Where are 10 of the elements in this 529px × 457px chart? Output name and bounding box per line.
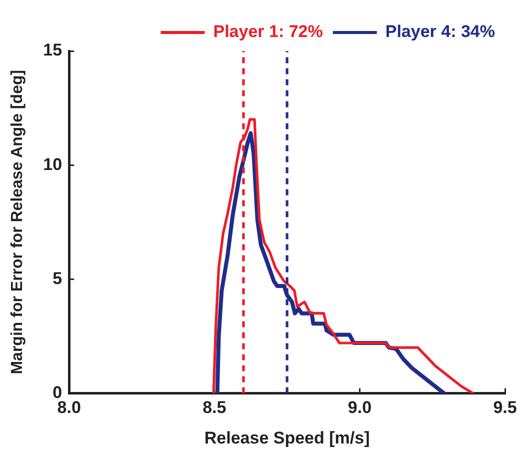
legend-label: Player 1: 72% — [213, 22, 323, 42]
x-tick-label: 9.0 — [348, 398, 372, 418]
y-axis-title: Margin for Error for Release Angle [deg] — [9, 70, 26, 374]
y-tick-label: 15 — [43, 40, 62, 60]
x-axis-title: Release Speed [m/s] — [204, 428, 370, 448]
x-tick-label: 9.5 — [493, 398, 517, 418]
y-tick-label: 10 — [43, 154, 62, 174]
y-tick-label: 5 — [52, 268, 62, 288]
legend-label: Player 4: 34% — [385, 22, 496, 42]
x-tick-label: 8.5 — [202, 398, 226, 418]
